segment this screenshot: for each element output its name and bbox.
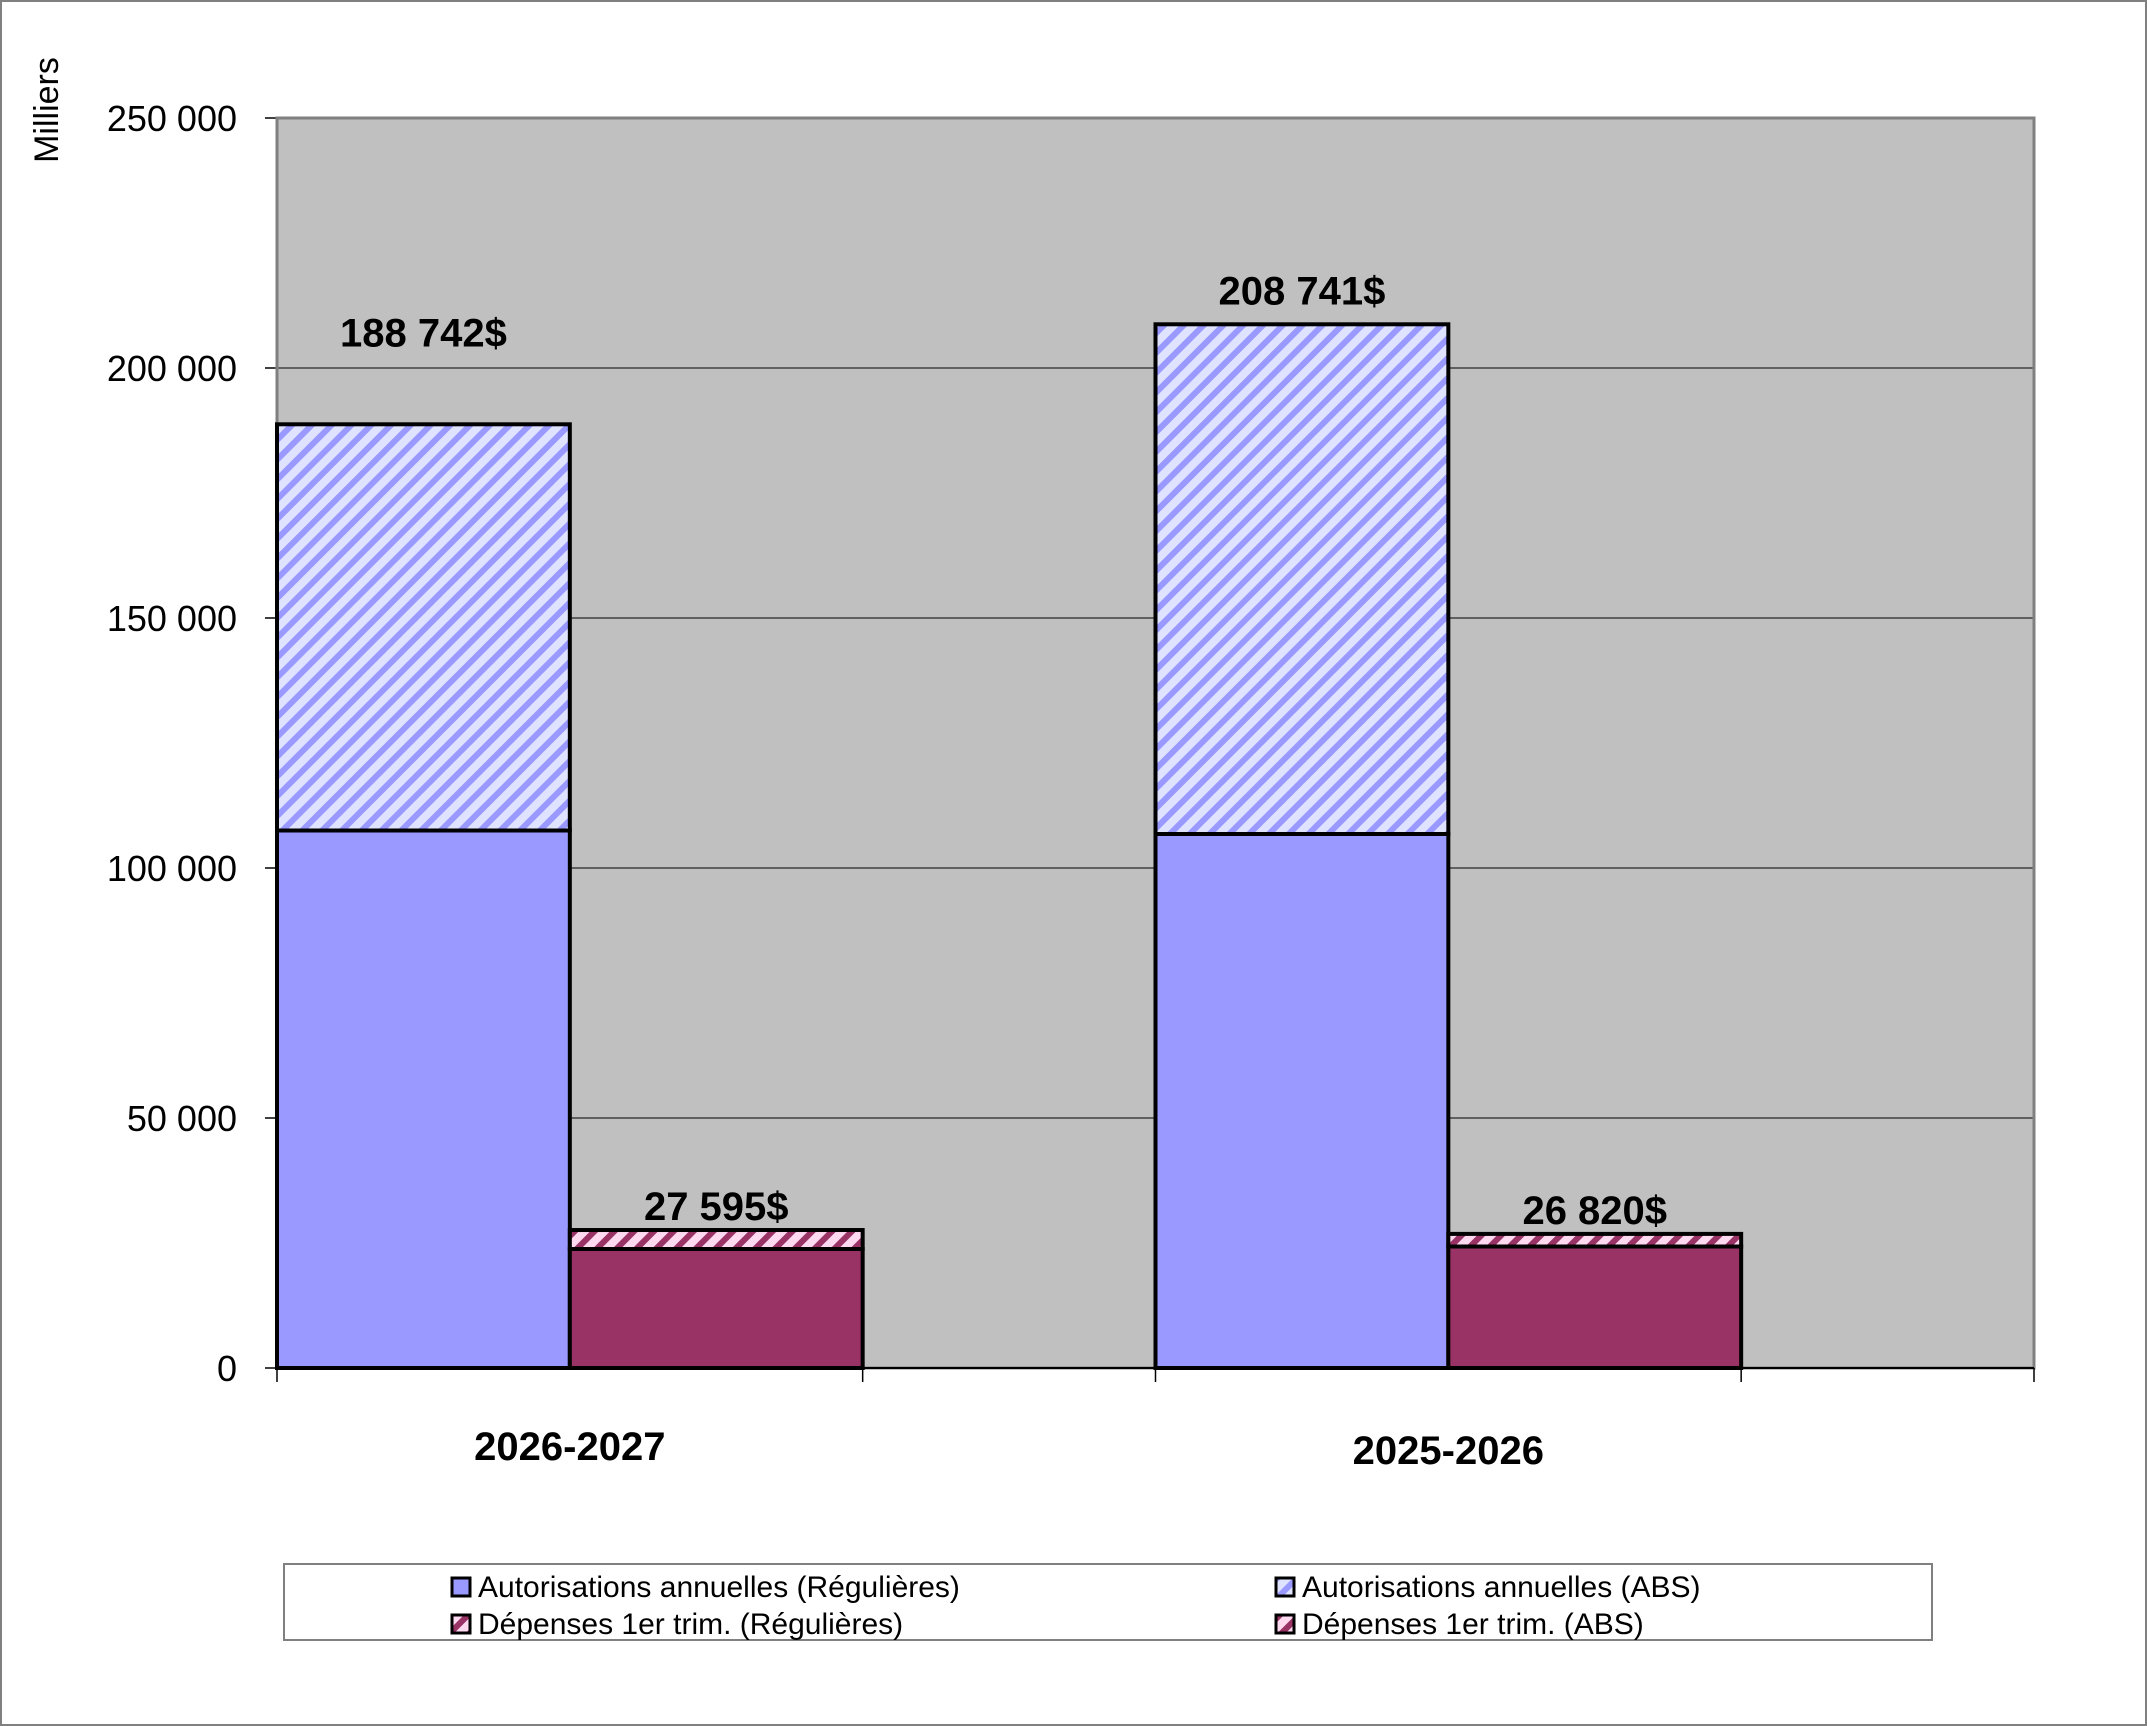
y-tick-label: 100 000 [107, 848, 237, 889]
legend-label: Dépenses 1er trim. (ABS) [1302, 1608, 1644, 1641]
y-tick-label: 50 000 [127, 1098, 237, 1139]
legend-swatch [1274, 1576, 1296, 1598]
bar-depenses-top [567, 1228, 865, 1252]
bar-depenses-base [567, 1247, 865, 1370]
legend-label: Autorisations annuelles (ABS) [1302, 1571, 1701, 1604]
legend-swatch [450, 1613, 472, 1635]
y-tick-label: 200 000 [107, 348, 237, 389]
category-label: 2025-2026 [1353, 1429, 1544, 1473]
bar-depenses-base [1446, 1244, 1744, 1370]
bar-autorisations-top [275, 422, 572, 833]
y-axis-title: Milliers [28, 57, 66, 163]
legend-box [283, 1563, 1933, 1641]
legend: Autorisations annuelles (Régulières) Auto… [283, 1563, 1933, 1641]
legend-swatch [1274, 1613, 1296, 1635]
bar-total-label: 208 741$ [1218, 269, 1385, 313]
bar-autorisations-top [1153, 322, 1451, 836]
bar-autorisations-base [1153, 832, 1451, 1370]
y-tick-label: 150 000 [107, 598, 237, 639]
y-tick-label: 0 [217, 1348, 237, 1389]
plot-area: 0 50 000 100 000 150 000 200 000 250 000 188 7… [107, 98, 2036, 1473]
bar-total-label: 188 742$ [340, 311, 507, 355]
bar-depenses-top [1446, 1231, 1744, 1249]
legend-label: Dépenses 1er trim. (Régulières) [478, 1608, 903, 1641]
y-tick-label: 250 000 [107, 98, 237, 139]
bar-autorisations-base [275, 828, 572, 1370]
legend-label: Autorisations annuelles (Régulières) [478, 1571, 960, 1604]
bar-total-label: 27 595$ [644, 1185, 789, 1229]
bar-total-label: 26 820$ [1522, 1189, 1667, 1233]
legend-swatch [450, 1576, 472, 1598]
category-label: 2026-2027 [474, 1425, 665, 1469]
